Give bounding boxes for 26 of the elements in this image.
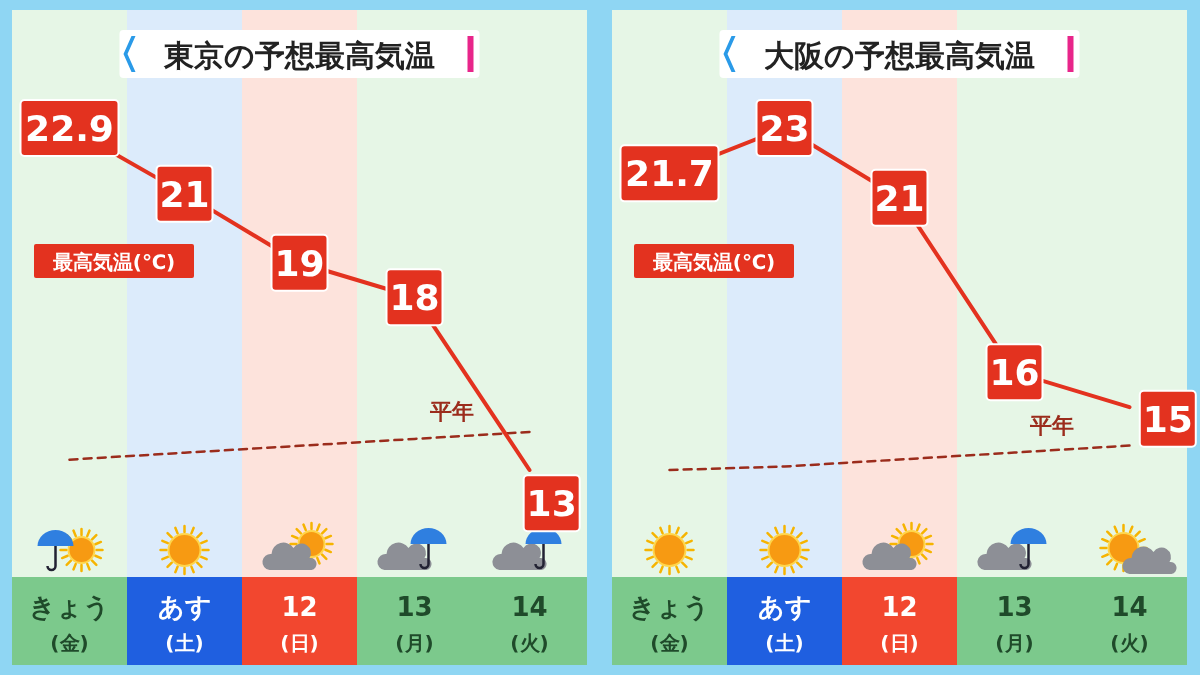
data-label: 21 (159, 173, 210, 215)
text: 最高気温(℃) (51, 250, 176, 274)
series-label: 平年 (1029, 413, 1074, 439)
data-label: 21.7 (625, 153, 714, 195)
data-label: 15 (1142, 398, 1193, 440)
data-label: 13 (526, 483, 577, 525)
data-label: 16 (989, 352, 1040, 394)
x-tick-label: あす (土) (757, 592, 812, 655)
x-tick-label: 12 (日) (280, 592, 319, 655)
text: 最高気温(℃) (651, 250, 776, 274)
x-tick-label: きょう (金) (629, 592, 710, 655)
x-tick-label: きょう (金) (29, 592, 110, 655)
data-label: 18 (389, 277, 440, 319)
data-label: 19 (274, 242, 325, 284)
series-label: 平年 (429, 399, 474, 425)
x-tick-label: 14 (火) (1110, 592, 1149, 655)
x-tick-label: 14 (火) (510, 592, 549, 655)
data-label: 21 (874, 177, 925, 219)
data-label: 23 (759, 108, 810, 149)
chart-title: 東京の予想最高気温 (163, 38, 435, 73)
x-tick-label: あす (土) (157, 592, 212, 655)
data-label: 22.9 (25, 108, 114, 149)
x-tick-label: 13 (月) (395, 592, 434, 655)
chart-title: 大阪の予想最高気温 (764, 38, 1035, 73)
x-tick-label: 13 (月) (995, 592, 1034, 655)
x-tick-label: 12 (日) (880, 592, 919, 655)
